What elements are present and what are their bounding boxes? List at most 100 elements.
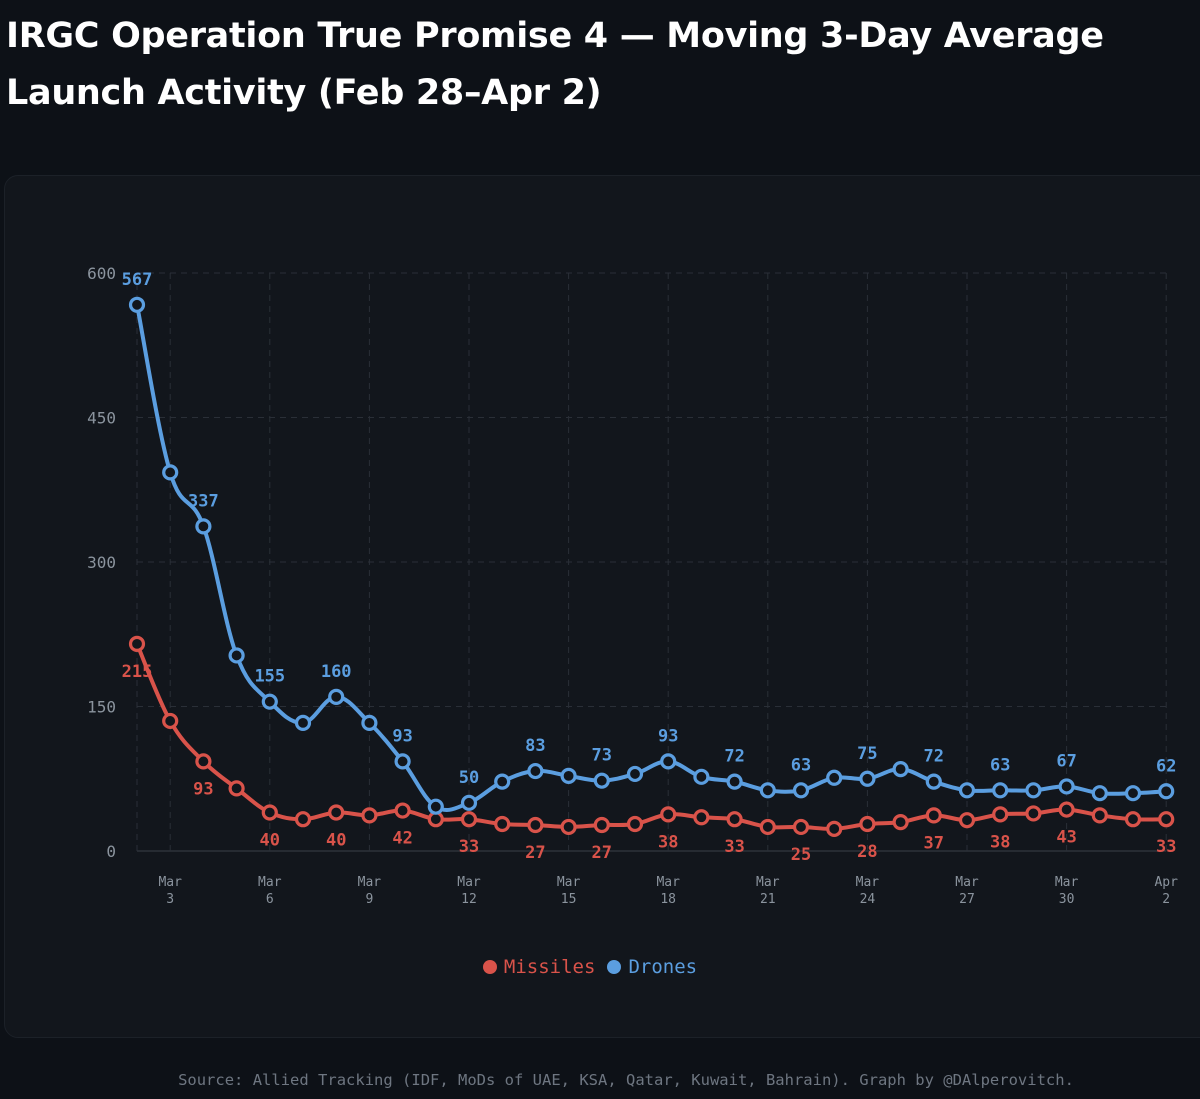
missiles-point-mar-21[interactable] bbox=[759, 818, 776, 836]
drones-data-label-apr-2: 62 bbox=[1156, 756, 1176, 776]
missiles-data-label-mar-8: 40 bbox=[326, 830, 346, 850]
drones-line bbox=[135, 302, 1169, 812]
drones-data-label-mar-26: 72 bbox=[924, 747, 944, 767]
legend-label-missiles: Missiles bbox=[503, 956, 596, 978]
drones-point-mar-30[interactable] bbox=[1058, 778, 1075, 795]
missiles-data-label-mar-24: 28 bbox=[857, 842, 877, 862]
y-tick-label-150: 150 bbox=[87, 698, 116, 717]
drones-point-mar-29[interactable] bbox=[1025, 782, 1042, 799]
drones-point-mar-16[interactable] bbox=[593, 772, 610, 789]
drones-point-apr-2[interactable] bbox=[1158, 783, 1175, 800]
drones-data-label-mar-12: 50 bbox=[459, 768, 479, 788]
drones-point-mar-5[interactable] bbox=[228, 647, 245, 664]
drones-data-label-mar-10: 93 bbox=[392, 726, 412, 746]
missiles-point-apr-1[interactable] bbox=[1124, 811, 1142, 828]
drones-point-mar-18[interactable] bbox=[660, 753, 677, 770]
drones-data-label-mar-28: 63 bbox=[990, 755, 1010, 775]
x-tick-label-mar-12: Mar bbox=[457, 875, 481, 890]
drones-point-mar-23[interactable] bbox=[826, 769, 843, 786]
x-tick-label-mar-30: Mar bbox=[1055, 875, 1079, 890]
drones-point-mar-31[interactable] bbox=[1091, 785, 1108, 802]
drones-point-mar-27[interactable] bbox=[958, 782, 976, 799]
drones-data-label-mar-2: 567 bbox=[122, 270, 153, 290]
series bbox=[128, 296, 1175, 837]
x-tick-sublabel-mar-15: 15 bbox=[561, 892, 577, 907]
missiles-data-label-mar-30: 43 bbox=[1056, 828, 1076, 848]
drones-point-mar-12[interactable] bbox=[460, 794, 478, 811]
missiles-point-mar-14[interactable] bbox=[527, 816, 544, 834]
missiles-point-mar-20[interactable] bbox=[726, 811, 743, 828]
drones-point-mar-20[interactable] bbox=[726, 773, 743, 790]
drones-point-mar-3[interactable] bbox=[162, 464, 179, 481]
drones-point-mar-28[interactable] bbox=[992, 782, 1009, 799]
drones-point-apr-1[interactable] bbox=[1124, 785, 1142, 802]
missiles-point-mar-13[interactable] bbox=[494, 815, 511, 833]
missiles-point-mar-26[interactable] bbox=[925, 807, 942, 824]
drones-point-mar-10[interactable] bbox=[394, 753, 411, 770]
drones-data-label-mar-18: 93 bbox=[658, 726, 678, 746]
chart-title: IRGC Operation True Promise 4 — Moving 3… bbox=[6, 16, 1104, 113]
drones-point-mar-21[interactable] bbox=[759, 782, 776, 799]
drones-point-mar-13[interactable] bbox=[494, 773, 511, 790]
y-tick-label-0: 0 bbox=[106, 842, 116, 861]
missiles-point-mar-3[interactable] bbox=[162, 712, 179, 730]
missiles-data-label-mar-20: 33 bbox=[724, 837, 744, 857]
legend: Missiles Drones bbox=[0, 956, 1190, 978]
missiles-point-mar-9[interactable] bbox=[361, 807, 378, 824]
missiles-point-mar-24[interactable] bbox=[859, 815, 876, 833]
missiles-point-mar-15[interactable] bbox=[560, 818, 577, 836]
drones-data-label-mar-6: 155 bbox=[254, 667, 285, 687]
missiles-point-mar-10[interactable] bbox=[394, 802, 411, 819]
drones-point-mar-14[interactable] bbox=[527, 762, 544, 780]
missiles-point-mar-7[interactable] bbox=[294, 811, 312, 828]
missiles-point-mar-29[interactable] bbox=[1025, 805, 1042, 822]
drones-data-label-mar-16: 73 bbox=[592, 746, 612, 766]
drones-point-mar-4[interactable] bbox=[195, 518, 212, 535]
missiles-point-mar-8[interactable] bbox=[328, 804, 345, 821]
missiles-data-label-mar-14: 27 bbox=[525, 843, 545, 863]
drones-point-mar-17[interactable] bbox=[626, 765, 644, 783]
drones-point-mar-11[interactable] bbox=[427, 798, 444, 815]
x-tick-sublabel-mar-27: 27 bbox=[959, 892, 975, 907]
legend-item-missiles[interactable]: Missiles bbox=[482, 956, 596, 978]
drones-point-mar-15[interactable] bbox=[560, 767, 577, 784]
missiles-point-mar-28[interactable] bbox=[992, 806, 1009, 823]
drones-data-label-mar-8: 160 bbox=[321, 662, 352, 682]
drones-point-mar-7[interactable] bbox=[294, 714, 312, 731]
missiles-point-mar-16[interactable] bbox=[593, 816, 610, 834]
missiles-point-mar-30[interactable] bbox=[1058, 801, 1075, 818]
missiles-point-mar-5[interactable] bbox=[228, 780, 245, 797]
chart-panel bbox=[4, 175, 1200, 1038]
drones-point-mar-6[interactable] bbox=[261, 693, 278, 710]
missiles-data-label-mar-18: 38 bbox=[658, 832, 678, 852]
missiles-data-label-mar-22: 25 bbox=[791, 845, 811, 865]
missiles-point-mar-18[interactable] bbox=[660, 806, 677, 823]
missiles-point-mar-27[interactable] bbox=[958, 812, 976, 829]
missiles-data-label-mar-12: 33 bbox=[459, 837, 479, 857]
drones-point-mar-19[interactable] bbox=[693, 768, 710, 785]
missiles-point-mar-6[interactable] bbox=[261, 804, 278, 821]
x-tick-label-mar-15: Mar bbox=[557, 875, 581, 890]
missiles-data-label-apr-2: 33 bbox=[1156, 837, 1176, 857]
missiles-point-mar-19[interactable] bbox=[693, 809, 710, 826]
drones-point-mar-22[interactable] bbox=[792, 782, 810, 799]
drones-point-mar-24[interactable] bbox=[859, 770, 876, 787]
drones-point-mar-9[interactable] bbox=[361, 714, 378, 731]
legend-item-drones[interactable]: Drones bbox=[607, 956, 697, 978]
missiles-point-mar-2[interactable] bbox=[128, 635, 146, 652]
drones-point-mar-8[interactable] bbox=[328, 688, 345, 705]
missiles-point-mar-4[interactable] bbox=[195, 753, 212, 770]
missiles-point-mar-25[interactable] bbox=[892, 813, 909, 831]
x-tick-sublabel-mar-21: 21 bbox=[760, 892, 776, 907]
drones-point-mar-26[interactable] bbox=[925, 773, 942, 790]
missiles-point-mar-17[interactable] bbox=[626, 815, 644, 833]
missiles-point-mar-12[interactable] bbox=[460, 811, 478, 828]
missiles-point-mar-22[interactable] bbox=[792, 818, 810, 836]
missiles-point-apr-2[interactable] bbox=[1158, 811, 1175, 828]
missiles-point-mar-31[interactable] bbox=[1091, 807, 1108, 824]
drones-point-mar-25[interactable] bbox=[892, 761, 909, 778]
missiles-point-mar-23[interactable] bbox=[826, 820, 843, 837]
drones-data-label-mar-22: 63 bbox=[791, 755, 811, 775]
drones-point-mar-2[interactable] bbox=[128, 296, 146, 313]
